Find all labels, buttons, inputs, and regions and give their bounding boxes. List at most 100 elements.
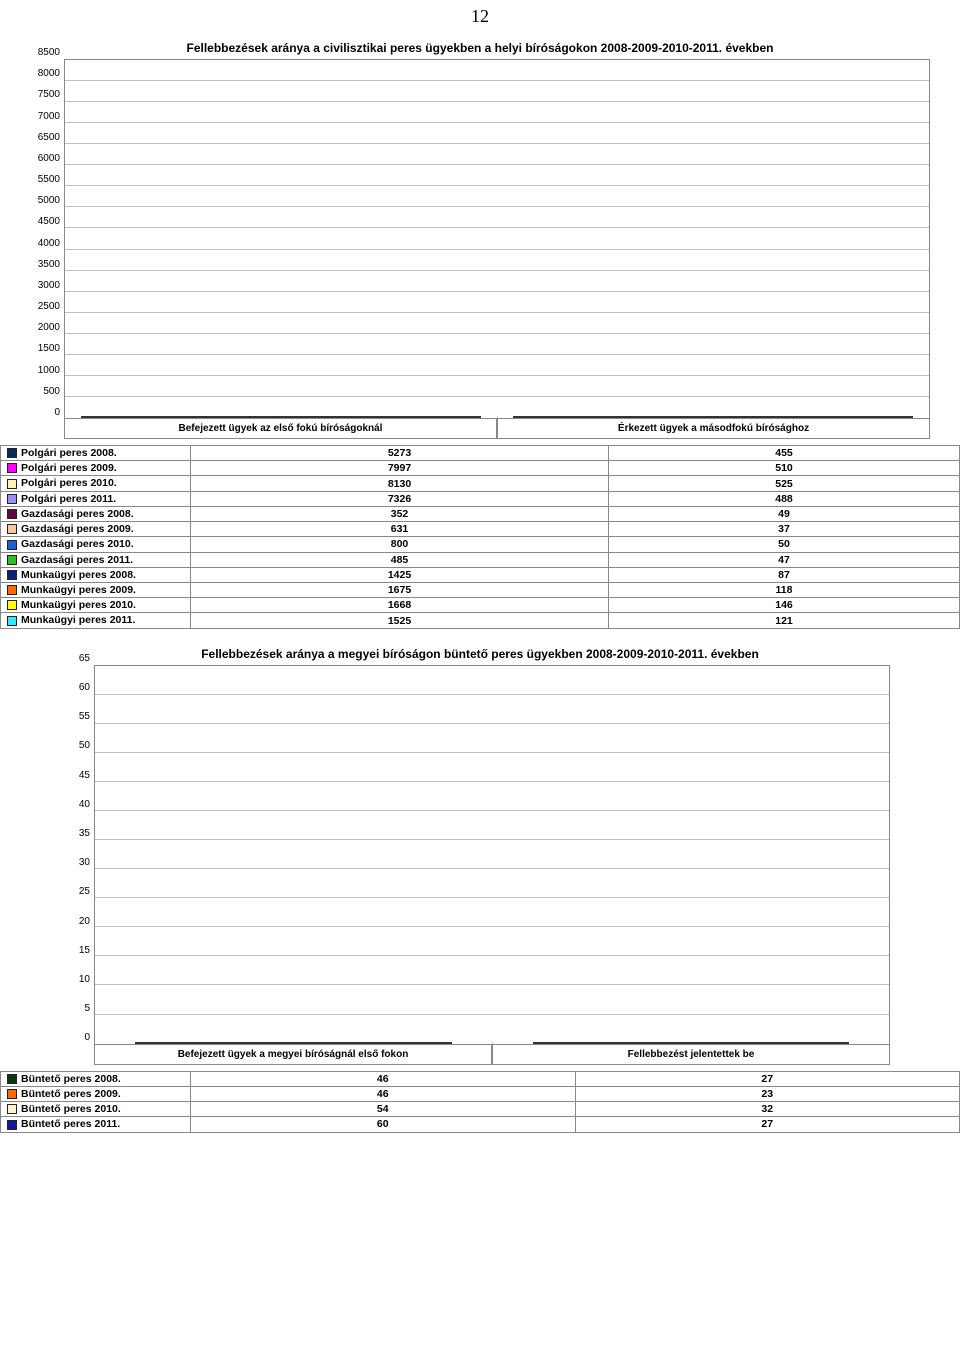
bar-gp2008 bbox=[214, 416, 247, 418]
legend-swatch bbox=[7, 509, 17, 519]
legend-label: Gazdasági peres 2011. bbox=[21, 554, 133, 566]
legend-swatch bbox=[7, 494, 17, 504]
chart-group bbox=[497, 416, 930, 418]
legend-cell-gp2008: Gazdasági peres 2008. bbox=[1, 506, 191, 521]
bar-bp2009 bbox=[214, 1042, 293, 1044]
chart1-plot bbox=[64, 59, 930, 419]
value-cell: 60 bbox=[191, 1117, 576, 1132]
legend-cell-bp2008: Büntető peres 2008. bbox=[1, 1071, 191, 1086]
legend-swatch bbox=[7, 1074, 17, 1084]
chart1: Fellebbezések aránya a civilisztikai per… bbox=[30, 41, 930, 439]
bar-pp2008 bbox=[81, 416, 114, 418]
legend-label: Gazdasági peres 2010. bbox=[21, 539, 134, 551]
chart1-data-table: Polgári peres 2008.5273455Polgári peres … bbox=[0, 445, 960, 629]
legend-label: Büntető peres 2010. bbox=[21, 1103, 121, 1115]
bar-mp2008 bbox=[347, 416, 380, 418]
legend-swatch bbox=[7, 540, 17, 550]
value-cell: 46 bbox=[191, 1086, 576, 1101]
table-row: Gazdasági peres 2010.80050 bbox=[1, 537, 960, 552]
legend-label: Gazdasági peres 2009. bbox=[21, 523, 134, 535]
legend-swatch bbox=[7, 1089, 17, 1099]
value-cell: 121 bbox=[609, 613, 960, 628]
bar-mp2008 bbox=[780, 416, 813, 418]
legend-cell-mp2008: Munkaügyi peres 2008. bbox=[1, 567, 191, 582]
legend-cell-bp2010: Büntető peres 2010. bbox=[1, 1102, 191, 1117]
bar-mp2010 bbox=[414, 416, 447, 418]
value-cell: 7326 bbox=[191, 491, 609, 506]
bar-bp2011 bbox=[372, 1042, 451, 1044]
chart-group bbox=[492, 1042, 890, 1044]
value-cell: 485 bbox=[191, 552, 609, 567]
table-row: Polgári peres 2009.7997510 bbox=[1, 461, 960, 476]
table-row: Gazdasági peres 2008.35249 bbox=[1, 506, 960, 521]
legend-cell-gp2010: Gazdasági peres 2010. bbox=[1, 537, 191, 552]
page-number: 12 bbox=[0, 0, 960, 41]
legend-label: Munkaügyi peres 2008. bbox=[21, 569, 136, 581]
legend-swatch bbox=[7, 1104, 17, 1114]
chart2-y-axis: 65605550454035302520151050 bbox=[70, 665, 94, 1045]
x-label: Befejezett ügyek a megyei bíróságnál els… bbox=[94, 1045, 492, 1065]
legend-label: Büntető peres 2011. bbox=[21, 1119, 120, 1131]
chart2-plot bbox=[94, 665, 890, 1045]
value-cell: 455 bbox=[609, 446, 960, 461]
chart2-title: Fellebbezések aránya a megyei bíróságon … bbox=[70, 647, 890, 661]
x-label: Fellebbezést jelentettek be bbox=[492, 1045, 890, 1065]
legend-cell-pp2009: Polgári peres 2009. bbox=[1, 461, 191, 476]
legend-label: Munkaügyi peres 2011. bbox=[21, 615, 135, 627]
legend-cell-bp2009: Büntető peres 2009. bbox=[1, 1086, 191, 1101]
chart1-title: Fellebbezések aránya a civilisztikai per… bbox=[30, 41, 930, 55]
legend-label: Munkaügyi peres 2010. bbox=[21, 599, 136, 611]
chart2-data-table: Büntető peres 2008.4627Büntető peres 200… bbox=[0, 1071, 960, 1133]
chart-group bbox=[95, 1042, 492, 1044]
legend-swatch bbox=[7, 616, 17, 626]
legend-swatch bbox=[7, 585, 17, 595]
value-cell: 631 bbox=[191, 522, 609, 537]
bar-gp2011 bbox=[314, 416, 347, 418]
legend-cell-pp2008: Polgári peres 2008. bbox=[1, 446, 191, 461]
value-cell: 8130 bbox=[191, 476, 609, 491]
bar-pp2010 bbox=[580, 416, 613, 418]
bar-bp2010 bbox=[691, 1042, 770, 1044]
value-cell: 27 bbox=[575, 1071, 960, 1086]
value-cell: 1425 bbox=[191, 567, 609, 582]
legend-swatch bbox=[7, 463, 17, 473]
chart2-x-labels: Befejezett ügyek a megyei bíróságnál els… bbox=[94, 1045, 890, 1065]
bar-bp2008 bbox=[533, 1042, 612, 1044]
table-row: Munkaügyi peres 2008. 142587 bbox=[1, 567, 960, 582]
bar-mp2010 bbox=[846, 416, 879, 418]
legend-cell-bp2011: Büntető peres 2011. bbox=[1, 1117, 191, 1132]
legend-label: Polgári peres 2008. bbox=[21, 447, 117, 459]
table-row: Gazdasági peres 2009. 63137 bbox=[1, 522, 960, 537]
bar-mp2009 bbox=[381, 416, 414, 418]
table-row: Büntető peres 2011. 6027 bbox=[1, 1117, 960, 1132]
bar-mp2011 bbox=[880, 416, 913, 418]
value-cell: 525 bbox=[609, 476, 960, 491]
bar-gp2008 bbox=[647, 416, 680, 418]
value-cell: 27 bbox=[575, 1117, 960, 1132]
bar-pp2011 bbox=[181, 416, 214, 418]
value-cell: 352 bbox=[191, 506, 609, 521]
table-row: Munkaügyi peres 2009. 1675118 bbox=[1, 582, 960, 597]
value-cell: 37 bbox=[609, 522, 960, 537]
legend-label: Büntető peres 2009. bbox=[21, 1088, 121, 1100]
legend-cell-mp2010: Munkaügyi peres 2010. bbox=[1, 598, 191, 613]
legend-swatch bbox=[7, 448, 17, 458]
legend-cell-pp2011: Polgári peres 2011. bbox=[1, 491, 191, 506]
bar-pp2011 bbox=[613, 416, 646, 418]
legend-swatch bbox=[7, 479, 17, 489]
value-cell: 118 bbox=[609, 582, 960, 597]
legend-swatch bbox=[7, 600, 17, 610]
bar-pp2010 bbox=[148, 416, 181, 418]
bar-bp2008 bbox=[135, 1042, 214, 1044]
table-row: Büntető peres 2010.5432 bbox=[1, 1102, 960, 1117]
legend-label: Munkaügyi peres 2009. bbox=[21, 584, 136, 596]
bar-gp2011 bbox=[747, 416, 780, 418]
value-cell: 488 bbox=[609, 491, 960, 506]
value-cell: 1675 bbox=[191, 582, 609, 597]
value-cell: 87 bbox=[609, 567, 960, 582]
legend-label: Büntető peres 2008. bbox=[21, 1073, 121, 1085]
legend-cell-pp2010: Polgári peres 2010. bbox=[1, 476, 191, 491]
bar-gp2010 bbox=[281, 416, 314, 418]
bar-mp2011 bbox=[447, 416, 480, 418]
bar-pp2009 bbox=[114, 416, 147, 418]
